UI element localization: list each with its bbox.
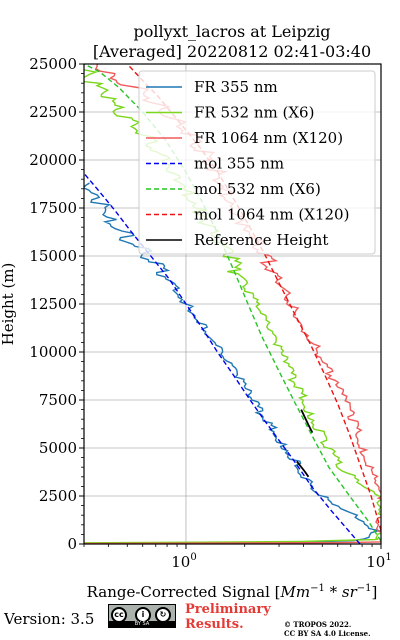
legend: FR 355 nm FR 532 nm (X6) FR 1064 nm (X120)… bbox=[138, 70, 376, 255]
y-tick-label: 2500 bbox=[39, 487, 77, 505]
x-tick-exponent: 0 bbox=[190, 552, 196, 563]
y-tick-label: 25000 bbox=[29, 55, 77, 73]
legend-box bbox=[138, 70, 376, 255]
y-tick-label: 7500 bbox=[39, 391, 77, 409]
y-tick-label: 20000 bbox=[29, 151, 77, 169]
y-tick-label: 15000 bbox=[29, 247, 77, 265]
legend-label: mol 355 nm bbox=[194, 155, 284, 173]
y-axis-ticks: 0 2500 5000 7500 10000 12500 15000 17500 20000 22… bbox=[29, 55, 84, 553]
chart-subtitle: [Averaged] 20220812 02:41-03:40 bbox=[93, 42, 371, 61]
cc-badge-text: BY SA bbox=[109, 621, 175, 627]
y-tick-label: 10000 bbox=[29, 343, 77, 361]
preliminary-line2: Results. bbox=[185, 617, 244, 632]
legend-label: FR 532 nm (X6) bbox=[194, 104, 314, 122]
copyright-line1: © TROPOS 2022. bbox=[284, 620, 352, 629]
y-tick-label: 12500 bbox=[29, 295, 77, 313]
version-label: Version: 3.5 bbox=[4, 610, 95, 628]
y-tick-label: 22500 bbox=[29, 103, 77, 121]
legend-label: mol 1064 nm (X120) bbox=[194, 206, 349, 224]
x-tick-label: 101 bbox=[366, 552, 391, 571]
x-tick-exponent: 1 bbox=[385, 552, 391, 563]
y-axis-label: Height (m) bbox=[0, 263, 17, 346]
y-tick-label: 5000 bbox=[39, 439, 77, 457]
y-tick-label: 0 bbox=[67, 535, 77, 553]
legend-label: Reference Height bbox=[194, 231, 328, 249]
copyright-line2: CC BY SA 4.0 License. bbox=[284, 628, 371, 638]
legend-label: mol 532 nm (X6) bbox=[194, 180, 321, 198]
series-reference-height-line bbox=[300, 409, 314, 434]
cc-license-badge: cc i ↻ BY SA bbox=[108, 604, 176, 628]
x-axis-label: Range-Corrected Signal [Mm−1 * sr−1] bbox=[87, 583, 378, 601]
series-reference-height-line bbox=[296, 460, 310, 478]
y-tick-label: 17500 bbox=[29, 199, 77, 217]
legend-label: FR 1064 nm (X120) bbox=[194, 129, 343, 147]
preliminary-line1: Preliminary bbox=[185, 602, 271, 617]
copyright-note: © TROPOS 2022. CC BY SA 4.0 License. bbox=[284, 620, 371, 638]
preliminary-results-note: Preliminary Results. bbox=[185, 602, 271, 632]
chart-title: pollyxt_lacros at Leipzig bbox=[133, 22, 330, 41]
x-axis-ticks: 100 101 bbox=[83, 544, 392, 571]
x-tick-label: 100 bbox=[171, 552, 196, 571]
legend-label: FR 355 nm bbox=[194, 78, 278, 96]
